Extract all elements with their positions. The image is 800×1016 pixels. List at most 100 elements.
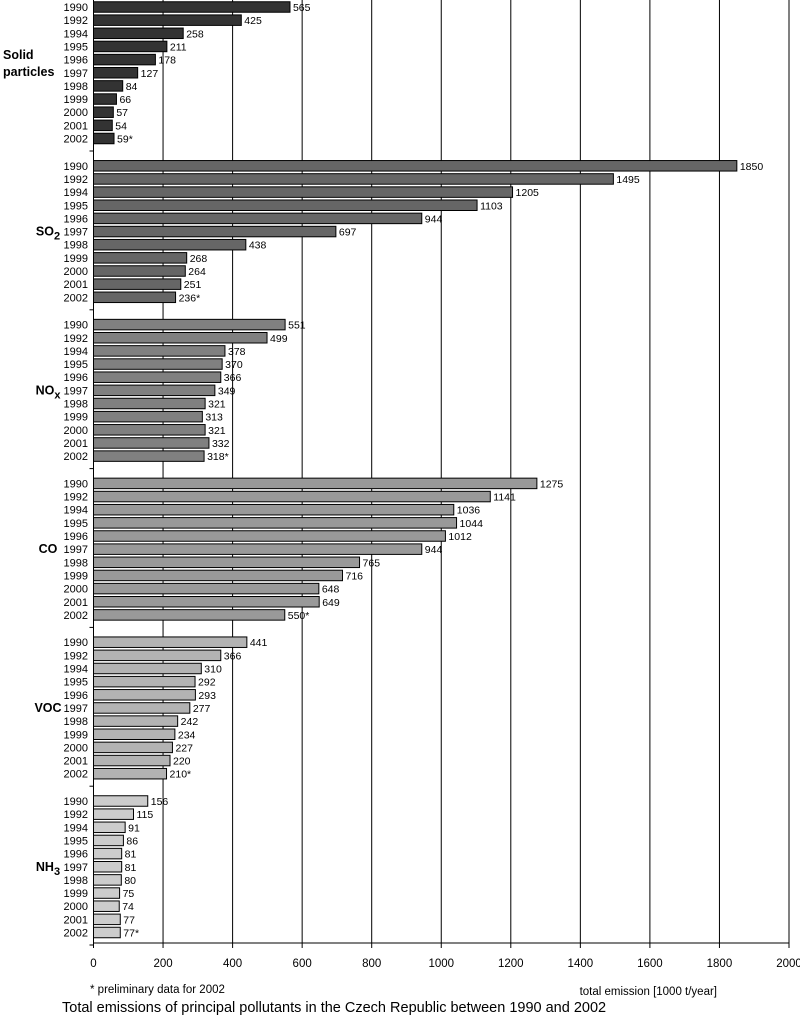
x-tick-label: 1800 xyxy=(707,958,733,970)
year-label: 1996 xyxy=(64,213,88,225)
year-label: 1999 xyxy=(64,888,88,900)
bar xyxy=(93,332,268,344)
year-label: 2001 xyxy=(64,120,88,132)
year-label: 1990 xyxy=(64,320,88,332)
data-label: 91 xyxy=(128,822,140,834)
bar xyxy=(93,410,203,423)
bar xyxy=(93,728,176,740)
data-label: 54 xyxy=(115,120,127,132)
bar xyxy=(93,808,134,820)
bar xyxy=(93,596,320,608)
bar xyxy=(93,741,173,754)
data-label: 1205 xyxy=(516,187,540,199)
bar xyxy=(93,926,121,939)
bar xyxy=(93,132,115,145)
bar xyxy=(93,27,184,40)
year-label: 2001 xyxy=(64,438,88,450)
data-label: 1141 xyxy=(493,492,516,504)
data-label: 1012 xyxy=(448,531,472,543)
bar xyxy=(93,900,120,912)
year-label: 2000 xyxy=(64,901,88,913)
series-label: NH3 xyxy=(36,860,60,878)
year-label: 1992 xyxy=(64,492,88,504)
gridlines xyxy=(162,0,790,943)
x-tick-label: 600 xyxy=(293,958,312,970)
data-label: 551 xyxy=(288,320,306,332)
year-label: 1997 xyxy=(64,385,88,397)
year-label: 1990 xyxy=(64,796,88,808)
x-axis-label: total emission [1000 t/year] xyxy=(580,986,717,998)
year-label: 1992 xyxy=(64,15,88,27)
year-label: 1997 xyxy=(64,227,88,239)
bar xyxy=(93,795,149,807)
data-label: 57 xyxy=(116,107,128,119)
data-label: 366 xyxy=(224,372,242,384)
bar xyxy=(93,80,124,92)
year-label: 1998 xyxy=(64,557,88,569)
data-label: 321 xyxy=(208,425,226,437)
data-label: 156 xyxy=(151,796,169,808)
year-label: 1998 xyxy=(64,240,88,252)
bar xyxy=(93,702,191,714)
bar xyxy=(93,173,614,185)
year-label: 1999 xyxy=(64,94,88,106)
year-label: 1998 xyxy=(64,875,88,887)
data-label: 370 xyxy=(225,359,243,371)
bar xyxy=(93,252,188,264)
year-label: 2001 xyxy=(64,279,88,291)
data-label: 242 xyxy=(181,716,199,728)
bar xyxy=(93,212,423,225)
year-label: 1996 xyxy=(64,55,88,67)
bar xyxy=(93,477,538,490)
year-label: 1996 xyxy=(64,849,88,861)
data-label: 75 xyxy=(123,888,135,900)
bar xyxy=(93,556,361,569)
data-label: 59* xyxy=(117,134,133,146)
bar xyxy=(93,517,458,529)
bar xyxy=(93,490,491,503)
data-label: 565 xyxy=(293,2,311,14)
bar xyxy=(93,40,168,53)
data-label: 716 xyxy=(345,570,363,582)
series-label-line2: particles xyxy=(3,65,54,79)
bar xyxy=(93,543,423,555)
data-label: 251 xyxy=(184,279,202,291)
data-label: 268 xyxy=(190,253,208,265)
bar xyxy=(93,424,206,436)
data-label: 425 xyxy=(244,15,262,27)
data-label: 236* xyxy=(179,292,201,304)
year-label: 1995 xyxy=(64,200,88,212)
data-label: 178 xyxy=(158,55,176,67)
data-label: 292 xyxy=(198,677,216,689)
bar xyxy=(93,887,121,899)
series-label: CO xyxy=(39,542,58,556)
data-label: 318* xyxy=(207,451,229,463)
year-label: 2002 xyxy=(64,769,88,781)
year-label: 1997 xyxy=(64,862,88,874)
data-label: 499 xyxy=(270,333,288,345)
year-label: 2002 xyxy=(64,292,88,304)
year-label: 1997 xyxy=(64,703,88,715)
year-label: 1996 xyxy=(64,372,88,384)
year-label: 1990 xyxy=(64,2,88,14)
bar xyxy=(93,371,222,383)
year-label: 1995 xyxy=(64,359,88,371)
x-tick-label: 400 xyxy=(223,958,242,970)
bar xyxy=(93,913,121,926)
data-label: 86 xyxy=(126,835,138,847)
data-label: 234 xyxy=(178,729,196,741)
year-label: 1999 xyxy=(64,412,88,424)
year-label: 1994 xyxy=(64,505,88,517)
bar xyxy=(93,160,738,172)
series-label: Solid xyxy=(3,48,34,62)
bar xyxy=(93,569,343,582)
year-label: 2001 xyxy=(64,597,88,609)
year-label: 1994 xyxy=(64,28,88,40)
data-label: 550* xyxy=(288,610,310,622)
data-label: 441 xyxy=(250,637,268,649)
data-label: 1044 xyxy=(460,518,484,530)
bar xyxy=(93,358,223,370)
bar xyxy=(93,93,117,105)
year-label: 1995 xyxy=(64,518,88,530)
year-label: 1995 xyxy=(64,41,88,53)
